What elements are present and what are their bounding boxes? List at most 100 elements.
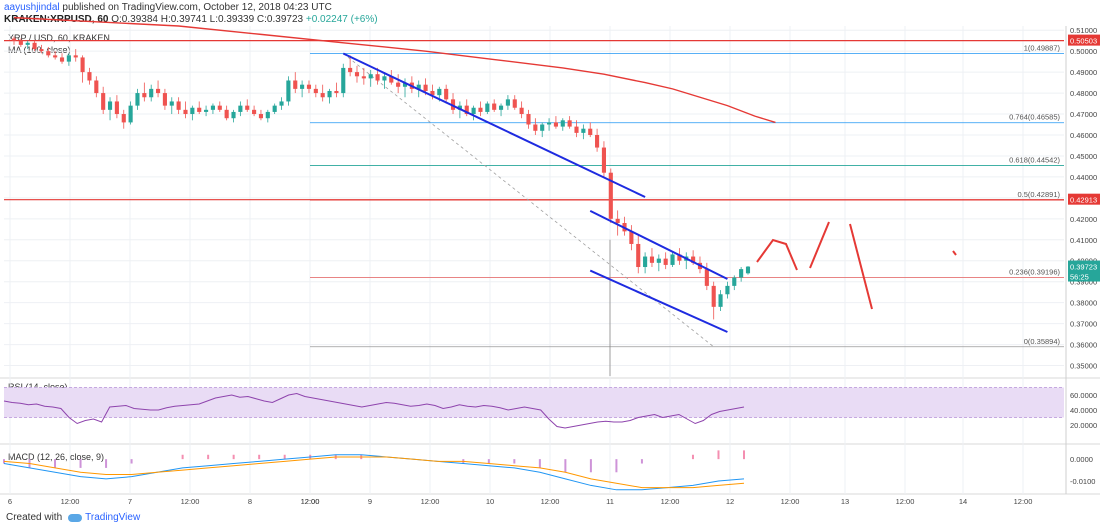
candle-body xyxy=(498,105,504,110)
price-tick-label: 0.51000 xyxy=(1070,26,1097,35)
candle-body xyxy=(306,84,312,89)
tradingview-logo[interactable]: TradingView xyxy=(68,512,140,523)
candle-body xyxy=(711,285,716,307)
time-tick-label: 10 xyxy=(486,497,494,506)
candle-body xyxy=(169,101,174,106)
candle-body xyxy=(649,256,655,263)
candle-body xyxy=(718,294,723,307)
candle-body xyxy=(485,103,490,112)
ma-legend: MA (100, close) xyxy=(8,45,71,55)
candle-body xyxy=(670,254,675,265)
projection-dot xyxy=(952,250,957,256)
candle-body xyxy=(190,107,195,115)
candle-body xyxy=(732,277,737,286)
candle-body xyxy=(258,114,264,119)
trend-line-falling-channel-top xyxy=(589,209,728,280)
time-tick-label: 12:00 xyxy=(421,497,440,506)
price-badge xyxy=(1068,193,1100,205)
author-link[interactable]: aayushjindal xyxy=(4,2,60,13)
projection-zigzag xyxy=(756,238,798,271)
candle-body xyxy=(135,93,140,106)
time-tick-label: 12:00 xyxy=(181,497,200,506)
macd-line xyxy=(3,454,745,491)
chart-title: XRP / USD, 60, KRAKEN xyxy=(8,33,110,43)
candle-body xyxy=(745,266,751,274)
candle-body xyxy=(272,105,277,112)
candle-body xyxy=(80,57,85,73)
candle-body xyxy=(245,105,250,110)
time-tick-label: 12:00 xyxy=(896,497,915,506)
candle-body xyxy=(464,105,469,115)
candle-body xyxy=(368,74,373,79)
candle-body xyxy=(492,103,497,110)
candle-body xyxy=(18,40,23,45)
projection-up xyxy=(809,221,830,269)
price-badge-text: 0.42913 xyxy=(1070,196,1097,205)
candle-body xyxy=(615,218,620,224)
candle-body xyxy=(416,84,421,89)
candle-body xyxy=(389,76,394,83)
price-tick-label: 0.37000 xyxy=(1070,320,1097,329)
macd-tick-label: -0.0100 xyxy=(1070,477,1095,486)
price-badge xyxy=(1068,34,1100,46)
time-tick-label: 14 xyxy=(959,497,967,506)
price-badge xyxy=(1068,270,1100,282)
candle-body xyxy=(361,76,366,79)
rsi-tick-label: 40.0000 xyxy=(1070,406,1097,415)
price-tick-label: 0.49000 xyxy=(1070,68,1097,77)
candle-body xyxy=(313,88,318,94)
candle-body xyxy=(437,88,442,96)
macd-signal-line xyxy=(3,456,745,489)
candle-body xyxy=(402,82,408,87)
time-tick-label: 12:00 xyxy=(661,497,680,506)
time-tick-label: 11 xyxy=(606,497,614,506)
fib-level-label: 1(0.49887) xyxy=(1024,44,1061,53)
rsi-tick-label: 60.0000 xyxy=(1070,391,1097,400)
candle-body xyxy=(114,101,119,115)
candle-body xyxy=(601,147,607,173)
candle-body xyxy=(155,88,161,94)
time-tick-label: 13 xyxy=(841,497,849,506)
candle-body xyxy=(265,111,270,119)
candle-body xyxy=(59,57,65,62)
fib-level-label: 0.764(0.46585) xyxy=(1009,113,1060,122)
candle-body xyxy=(560,120,565,127)
candle-body xyxy=(512,99,517,108)
candle-body xyxy=(11,38,17,41)
candle-body xyxy=(656,258,661,263)
candle-body xyxy=(348,67,353,73)
candle-body xyxy=(704,269,709,286)
candle-body xyxy=(540,124,545,131)
macd-tick-label: 0.0000 xyxy=(1070,455,1093,464)
price-tick-label: 0.41000 xyxy=(1070,236,1097,245)
published-text: published on TradingView.com, October 12… xyxy=(62,2,332,13)
tradingview-cloud-icon xyxy=(68,513,83,522)
candle-body xyxy=(162,93,167,106)
time-tick-label: 12:00 xyxy=(781,497,800,506)
candle-body xyxy=(238,105,243,112)
projection-down xyxy=(849,223,873,310)
tradingview-brand: TradingView xyxy=(85,512,141,523)
price-badge xyxy=(1068,260,1100,272)
created-with-label: Created with xyxy=(6,512,63,523)
candle-body xyxy=(53,55,58,58)
candle-body xyxy=(677,254,682,261)
candle-body xyxy=(94,80,99,94)
fib-level-label: 0.618(0.44542) xyxy=(1009,156,1060,165)
rsi-tick-label: 20.0000 xyxy=(1070,421,1097,430)
candle-body xyxy=(595,134,600,148)
candle-body xyxy=(574,126,579,133)
price-tick-label: 0.48000 xyxy=(1070,89,1097,98)
price-tick-label: 0.35000 xyxy=(1070,362,1097,371)
price-tick-label: 0.36000 xyxy=(1070,341,1097,350)
rsi-band xyxy=(4,387,1064,418)
macd-legend: MACD (12, 26, close, 9) xyxy=(8,452,105,462)
candle-body xyxy=(252,109,257,115)
candle-body xyxy=(588,128,593,135)
fib-level-label: 0.5(0.42891) xyxy=(1017,190,1060,199)
price-badge-text: 56:25 xyxy=(1070,273,1089,282)
price-tick-label: 0.46000 xyxy=(1070,131,1097,140)
candle-body xyxy=(231,111,236,119)
price-tick-label: 0.42000 xyxy=(1070,215,1097,224)
